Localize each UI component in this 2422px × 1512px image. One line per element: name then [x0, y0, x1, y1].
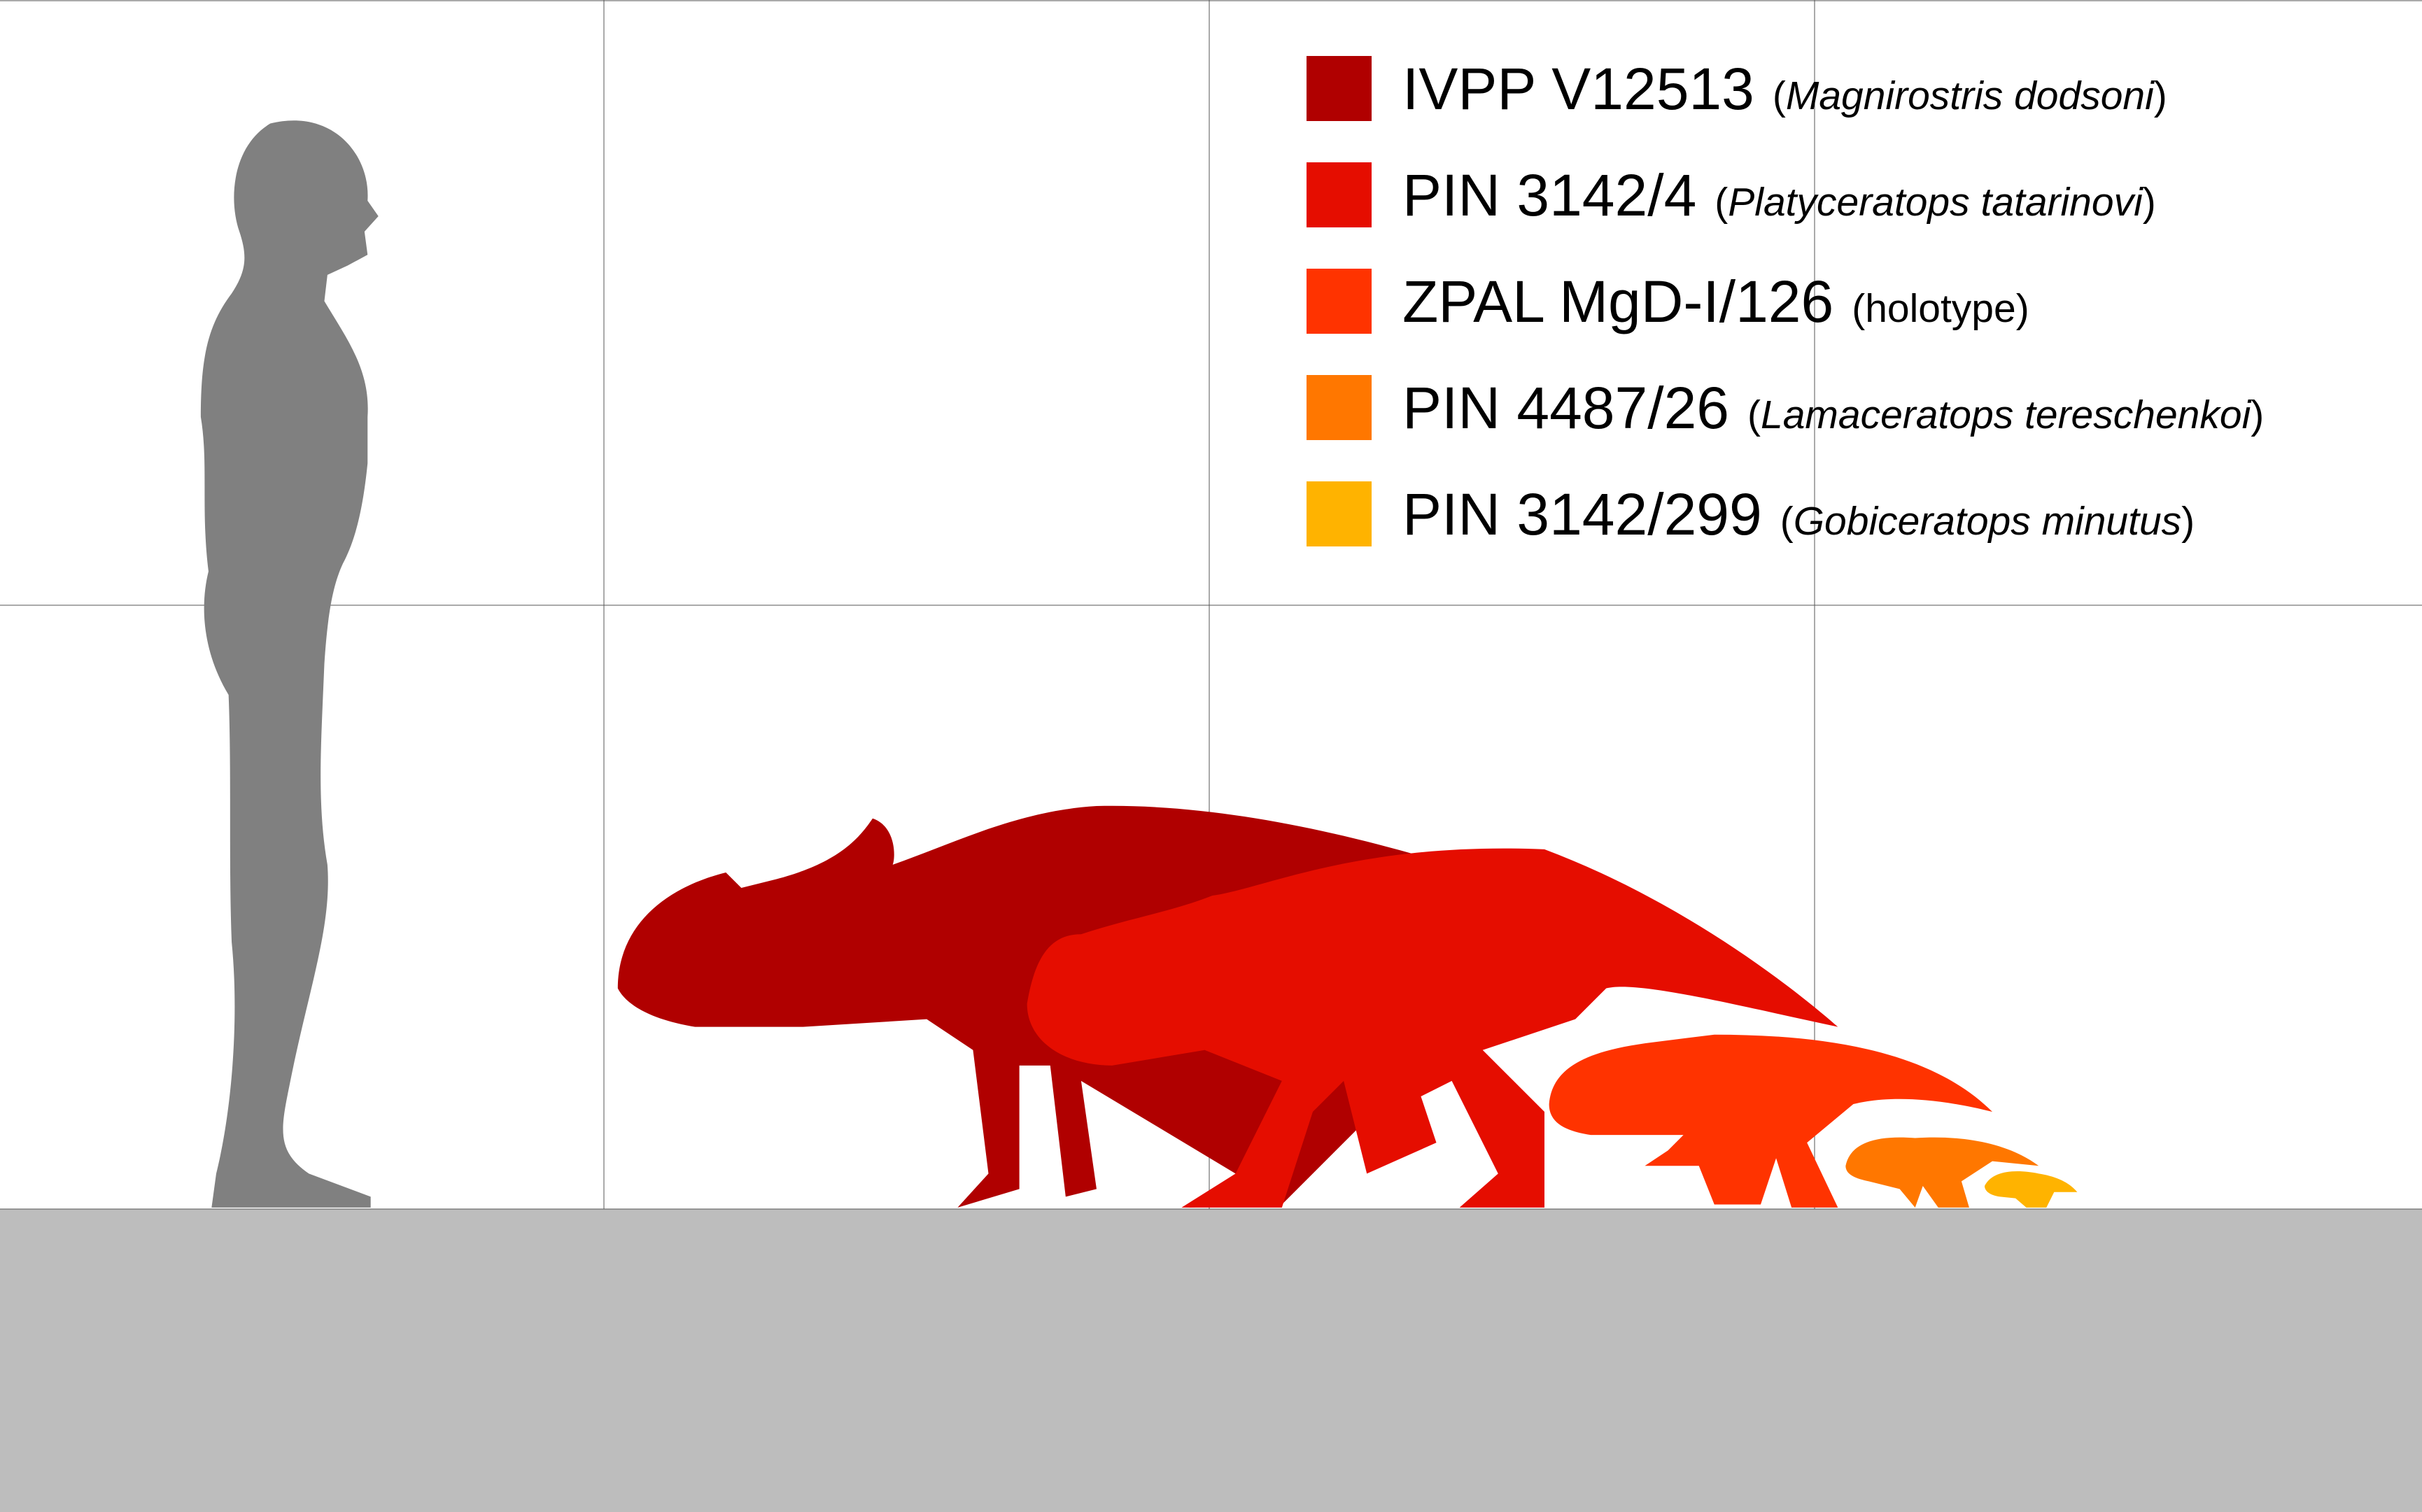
legend-item: PIN 3142/299 (Gobiceratops minutus)	[1307, 481, 2195, 547]
note-close: )	[2154, 73, 2167, 118]
dinosaur-silhouette	[1549, 1034, 1993, 1208]
note-close: )	[2181, 499, 2195, 544]
legend-label: IVPP V12513 (Magnirostris dodsoni)	[1402, 56, 2167, 122]
specimen-name: PIN 4487/26	[1402, 375, 1729, 441]
taxon-note: Platyceratops tatarinovi	[1728, 180, 2143, 225]
taxon-note: holotype	[1865, 286, 2016, 331]
note-close: )	[2016, 286, 2029, 331]
note-open: (	[1780, 499, 1794, 544]
note-close: )	[2143, 180, 2156, 225]
note-open: (	[1852, 286, 1865, 331]
legend-item: PIN 4487/26 (Lamaceratops tereschenkoi)	[1307, 375, 2264, 441]
specimen-name: IVPP V12513	[1402, 56, 1754, 122]
legend-label: PIN 3142/4 (Platyceratops tatarinovi)	[1402, 162, 2156, 228]
legend-swatch	[1307, 56, 1372, 121]
ground	[0, 1209, 2422, 1512]
dinosaur-silhouette	[1845, 1137, 2039, 1208]
legend-label: ZPAL MgD-I/126 (holotype)	[1402, 269, 2029, 334]
note-open: (	[1773, 73, 1786, 118]
legend-item: ZPAL MgD-I/126 (holotype)	[1307, 269, 2029, 334]
specimen-name: PIN 3142/299	[1402, 481, 1762, 547]
legend-label: PIN 3142/299 (Gobiceratops minutus)	[1402, 481, 2195, 547]
legend-item: PIN 3142/4 (Platyceratops tatarinovi)	[1307, 162, 2156, 228]
dinosaur-silhouette	[1027, 848, 1838, 1208]
legend: IVPP V12513 (Magnirostris dodsoni)PIN 314…	[1307, 56, 2264, 547]
taxon-note: Lamaceratops tereschenkoi	[1761, 393, 2252, 437]
legend-swatch	[1307, 162, 1372, 227]
silhouettes	[200, 120, 2078, 1208]
dinosaur-silhouette	[1984, 1171, 2078, 1208]
specimen-name: ZPAL MgD-I/126	[1402, 269, 1833, 334]
taxon-note: Magnirostris dodsoni	[1786, 73, 2155, 118]
legend-label: PIN 4487/26 (Lamaceratops tereschenkoi)	[1402, 375, 2264, 441]
legend-item: IVPP V12513 (Magnirostris dodsoni)	[1307, 56, 2167, 122]
human-silhouette	[200, 120, 379, 1208]
specimen-name: PIN 3142/4	[1402, 162, 1696, 228]
taxon-note: Gobiceratops minutus	[1794, 499, 2181, 544]
note-close: )	[2251, 393, 2264, 437]
note-open: (	[1747, 393, 1761, 437]
legend-swatch	[1307, 375, 1372, 440]
legend-swatch	[1307, 269, 1372, 334]
legend-swatch	[1307, 481, 1372, 546]
note-open: (	[1715, 180, 1728, 225]
